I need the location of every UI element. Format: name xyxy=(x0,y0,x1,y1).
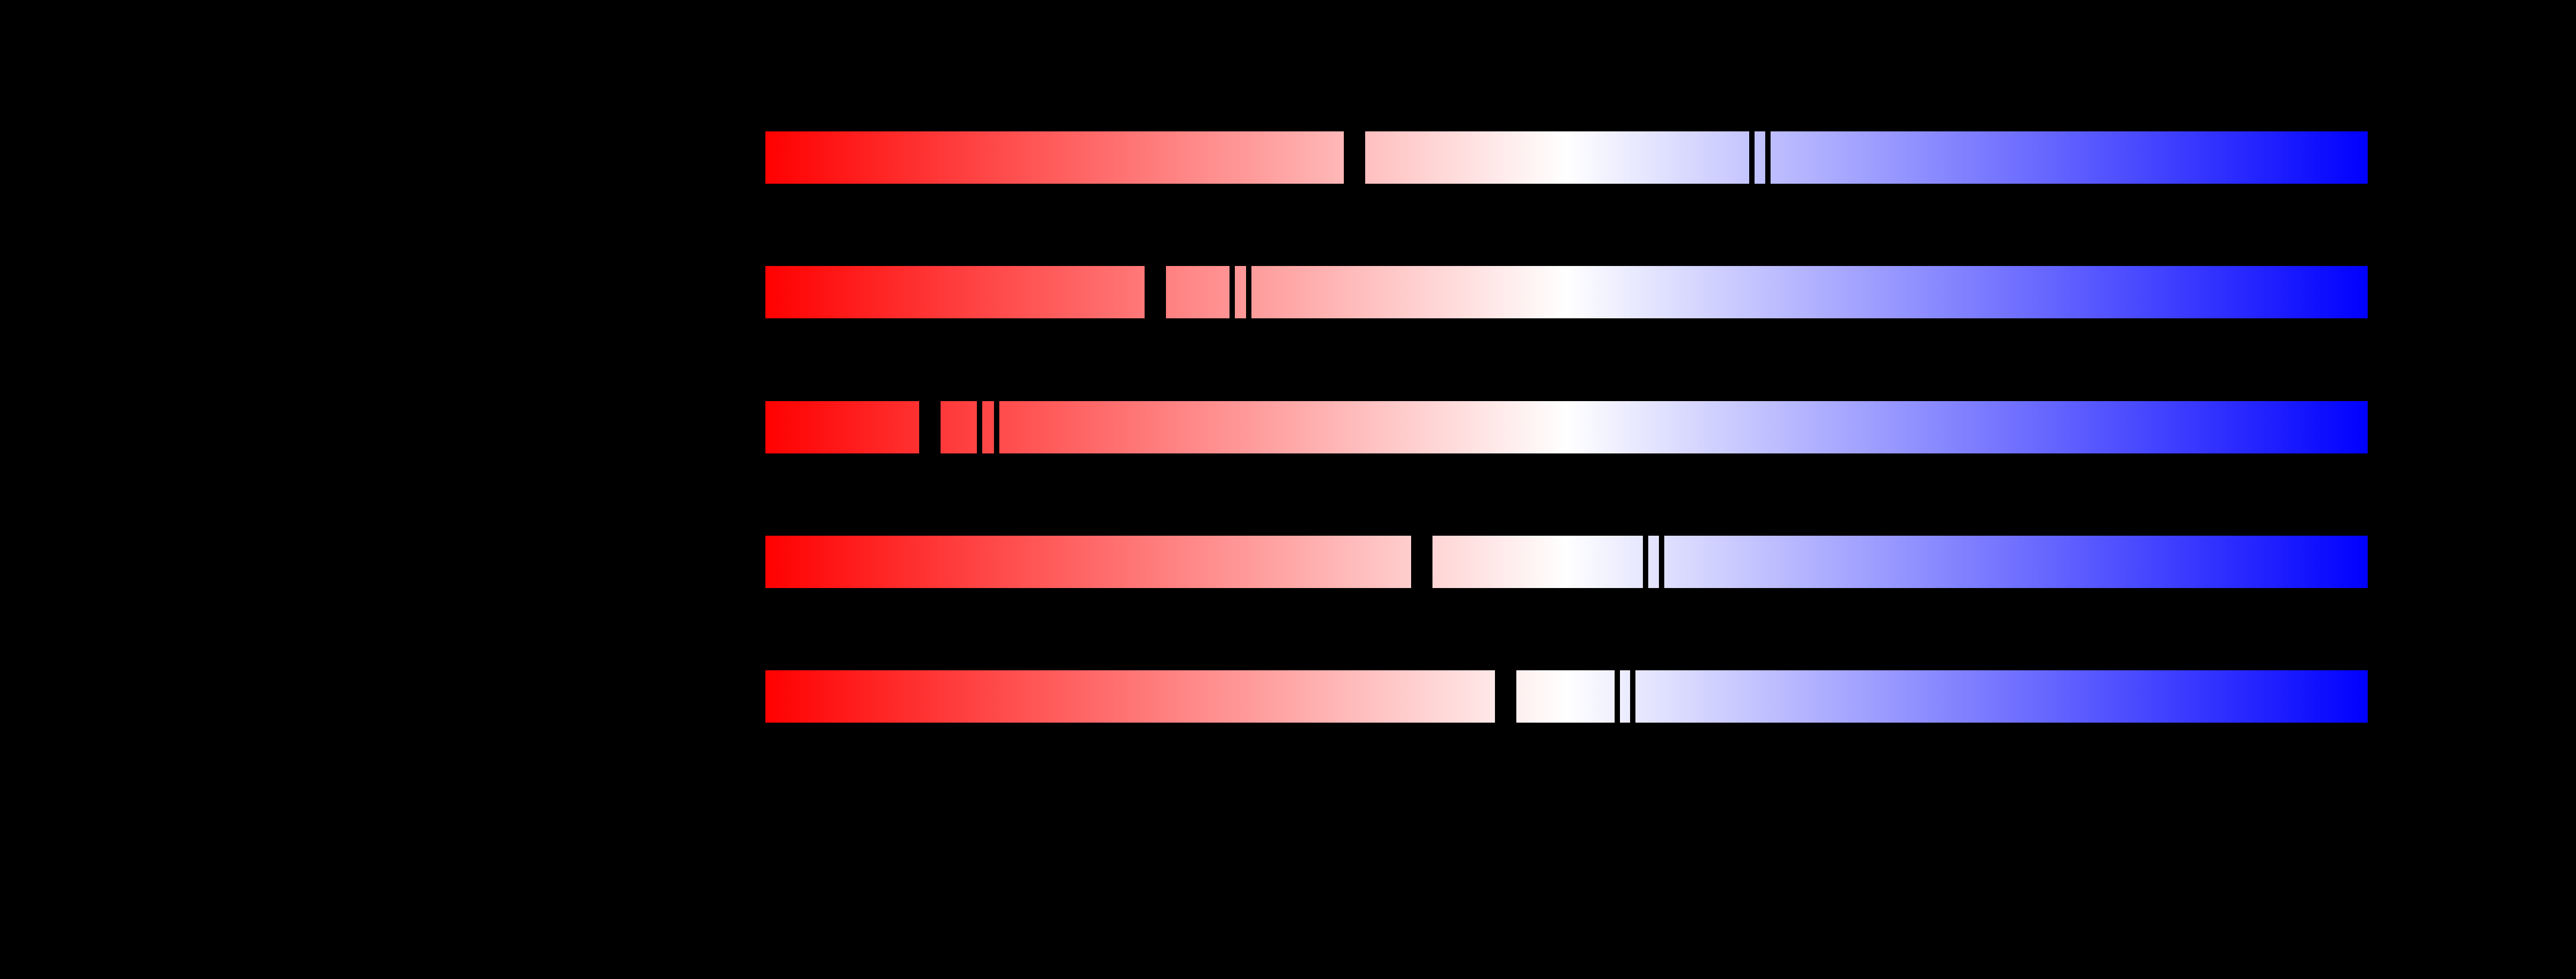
thin-marker-line xyxy=(1643,536,1648,588)
gradient-strip xyxy=(765,536,2368,588)
thin-marker-line xyxy=(1749,131,1755,184)
thin-marker-line xyxy=(1630,670,1635,723)
thin-marker-line xyxy=(994,401,999,453)
gradient-strip xyxy=(765,131,2368,184)
thin-marker-line xyxy=(1615,670,1620,723)
thick-marker-line xyxy=(1145,266,1166,318)
gradient-strip xyxy=(765,670,2368,723)
thin-marker-line xyxy=(1246,266,1251,318)
thin-marker-line xyxy=(1765,131,1771,184)
thick-marker-line xyxy=(1495,670,1516,723)
gradient-strip xyxy=(765,401,2368,453)
thick-marker-line xyxy=(1411,536,1432,588)
gradient-strip xyxy=(765,266,2368,318)
thin-marker-line xyxy=(1659,536,1664,588)
thin-marker-line xyxy=(1230,266,1235,318)
thick-marker-line xyxy=(1344,131,1365,184)
thin-marker-line xyxy=(977,401,982,453)
thick-marker-line xyxy=(919,401,941,453)
